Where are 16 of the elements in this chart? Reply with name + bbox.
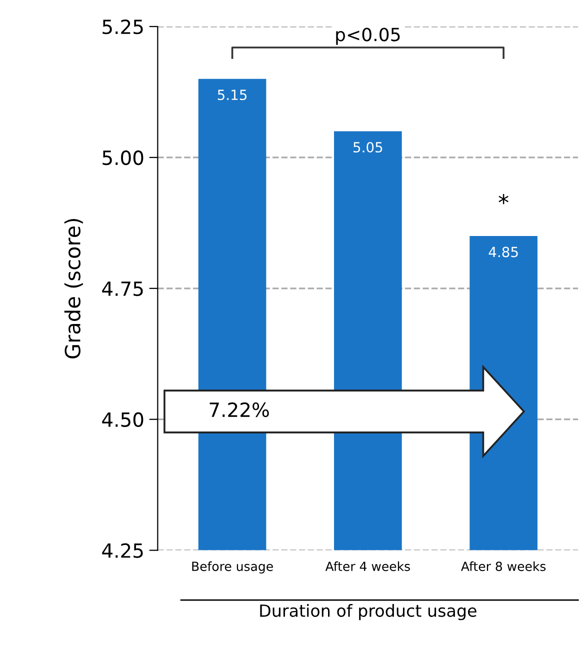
y-tick-label: 4.75 xyxy=(102,282,143,296)
annotation: 7.22% xyxy=(210,402,269,418)
y-tick-label: 4.50 xyxy=(102,412,144,428)
y-axis-title: Grade (score) xyxy=(64,219,83,358)
data-label: 5.15 xyxy=(218,90,247,100)
data-label: 5.05 xyxy=(354,142,382,152)
y-tick-label: 5.00 xyxy=(102,150,144,166)
annotation: p<0.05 xyxy=(336,28,400,45)
x-tick-label: After 4 weeks xyxy=(325,561,410,572)
x-tick-label: After 8 weeks xyxy=(461,561,546,572)
annotation: * xyxy=(498,194,508,204)
x-tick-label: Before usage xyxy=(192,561,273,574)
data-label: 4.85 xyxy=(488,246,518,258)
y-tick-label: 4.25 xyxy=(102,543,143,558)
x-axis-title: Duration of product usage xyxy=(260,604,476,620)
y-tick-label: 5.25 xyxy=(102,19,143,34)
